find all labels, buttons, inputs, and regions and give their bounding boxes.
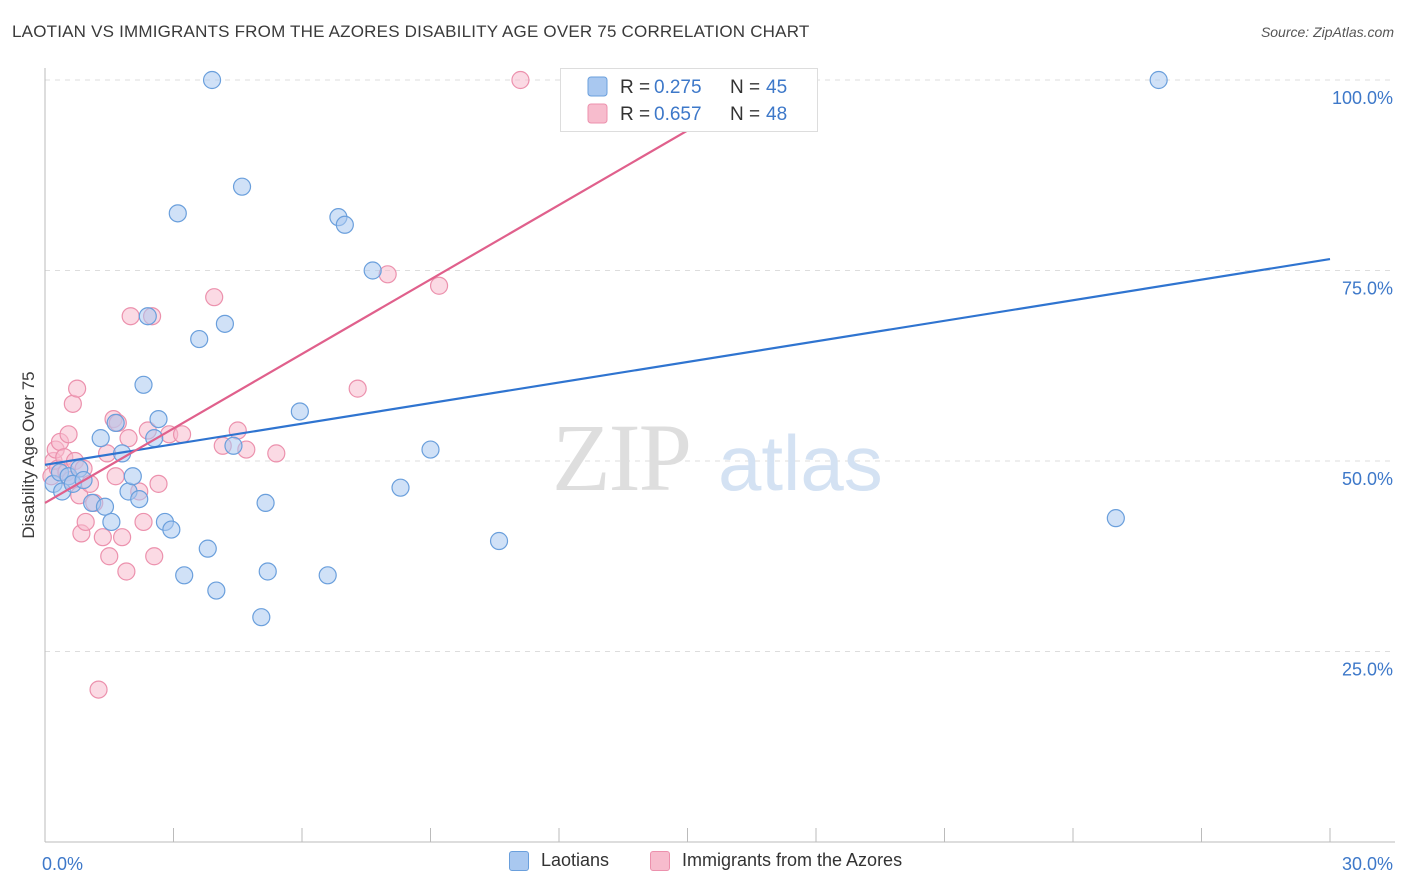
azores-point bbox=[89, 680, 108, 699]
y-tick-label: 75.0% bbox=[1342, 279, 1393, 299]
watermark-atlas: atlas bbox=[718, 419, 883, 507]
azores-point bbox=[348, 379, 367, 398]
laotians-point bbox=[190, 329, 209, 349]
azores-point bbox=[172, 425, 192, 444]
azores-point bbox=[134, 512, 153, 532]
azores-point bbox=[429, 276, 449, 295]
laotians-point bbox=[252, 608, 271, 627]
correlation-legend: R = 0.275 N = 45 R = 0.657 N = 48 bbox=[560, 68, 818, 132]
legend-n-value: 45 bbox=[766, 77, 787, 98]
laotians-point bbox=[1106, 509, 1125, 528]
legend-n-label: N = bbox=[730, 104, 760, 125]
laotians-point bbox=[489, 531, 509, 551]
laotians-point bbox=[363, 261, 382, 280]
legend-r-label: R = bbox=[620, 77, 650, 98]
legend-swatch-pink bbox=[587, 103, 608, 124]
azores-point bbox=[267, 444, 286, 463]
grid-lines bbox=[45, 79, 1395, 652]
laotians-point bbox=[149, 409, 168, 429]
x-tick-label: 0.0% bbox=[42, 854, 83, 874]
azores-point bbox=[100, 547, 119, 566]
azores-point bbox=[149, 474, 168, 493]
laotians-point bbox=[391, 478, 410, 497]
laotians-point bbox=[421, 440, 440, 459]
laotians-point bbox=[207, 581, 226, 600]
legend-swatch-azores bbox=[650, 850, 670, 871]
legend-item-laotians: Laotians bbox=[509, 850, 609, 871]
legend-label-azores: Immigrants from the Azores bbox=[682, 850, 903, 870]
laotians-point bbox=[134, 375, 153, 394]
laotians-trend-line bbox=[44, 257, 1331, 466]
azores-point bbox=[145, 547, 164, 566]
laotians-point bbox=[256, 493, 275, 513]
laotians-point bbox=[232, 177, 252, 196]
legend-swatch-blue bbox=[587, 76, 608, 97]
azores-point bbox=[511, 70, 530, 90]
azores-point bbox=[76, 512, 95, 532]
laotians-point bbox=[162, 520, 181, 539]
legend-swatch-laotians bbox=[509, 850, 529, 871]
azores-point bbox=[121, 307, 140, 326]
laotians-point bbox=[290, 402, 309, 421]
azores-point bbox=[112, 528, 132, 547]
laotians-point bbox=[318, 566, 337, 585]
azores-point bbox=[117, 562, 136, 581]
series-legend: Laotians Immigrants from the Azores bbox=[0, 850, 1406, 880]
laotians-point bbox=[138, 307, 157, 326]
watermark: ZIP atlas bbox=[552, 404, 883, 511]
chart-title: LAOTIAN VS IMMIGRANTS FROM THE AZORES DI… bbox=[12, 22, 810, 41]
laotians-point bbox=[215, 314, 234, 333]
laotians-point bbox=[258, 562, 277, 581]
legend-item-azores: Immigrants from the Azores bbox=[650, 850, 902, 871]
laotians-point bbox=[202, 70, 222, 90]
series-laotians-points bbox=[44, 70, 1168, 627]
azores-point bbox=[378, 265, 397, 284]
y-tick-labels: 25.0% 50.0% 75.0% 100.0% bbox=[1332, 88, 1393, 680]
x-tick-label: 30.0% bbox=[1342, 854, 1393, 874]
y-tick-label: 50.0% bbox=[1342, 469, 1393, 489]
azores-point bbox=[119, 429, 138, 448]
x-tick-labels: 0.0% 30.0% bbox=[42, 854, 1393, 874]
legend-r-value: 0.657 bbox=[654, 104, 702, 125]
azores-trend-line bbox=[44, 117, 710, 504]
laotians-point bbox=[95, 497, 115, 516]
series-azores-points bbox=[42, 70, 530, 699]
laotians-point bbox=[335, 215, 354, 234]
laotians-point bbox=[106, 413, 125, 432]
azores-point bbox=[63, 394, 82, 413]
laotians-point bbox=[198, 539, 217, 558]
laotians-point bbox=[123, 467, 142, 486]
legend-r-label: R = bbox=[620, 104, 650, 125]
legend-r-value: 0.275 bbox=[654, 77, 702, 98]
trend-lines bbox=[44, 117, 1331, 504]
azores-point bbox=[68, 379, 87, 398]
y-tick-label: 100.0% bbox=[1332, 88, 1393, 108]
laotians-point bbox=[1149, 70, 1168, 90]
azores-point bbox=[205, 288, 224, 307]
legend-label-laotians: Laotians bbox=[541, 850, 610, 870]
y-axis-label: Disability Age Over 75 bbox=[19, 371, 38, 538]
azores-point bbox=[93, 528, 112, 547]
laotians-point bbox=[130, 490, 149, 509]
azores-point bbox=[228, 421, 247, 440]
laotians-point bbox=[91, 429, 110, 448]
laotians-point bbox=[102, 512, 121, 532]
source-label: Source: ZipAtlas.com bbox=[1260, 24, 1394, 40]
axes bbox=[44, 68, 1395, 843]
azores-point bbox=[106, 467, 125, 486]
laotians-point bbox=[224, 436, 243, 455]
y-tick-label: 25.0% bbox=[1342, 660, 1393, 680]
laotians-point bbox=[175, 566, 194, 585]
legend-n-value: 48 bbox=[766, 104, 787, 125]
laotians-point bbox=[168, 204, 187, 223]
legend-n-label: N = bbox=[730, 77, 760, 98]
watermark-zip: ZIP bbox=[552, 404, 690, 511]
azores-point bbox=[59, 425, 78, 444]
